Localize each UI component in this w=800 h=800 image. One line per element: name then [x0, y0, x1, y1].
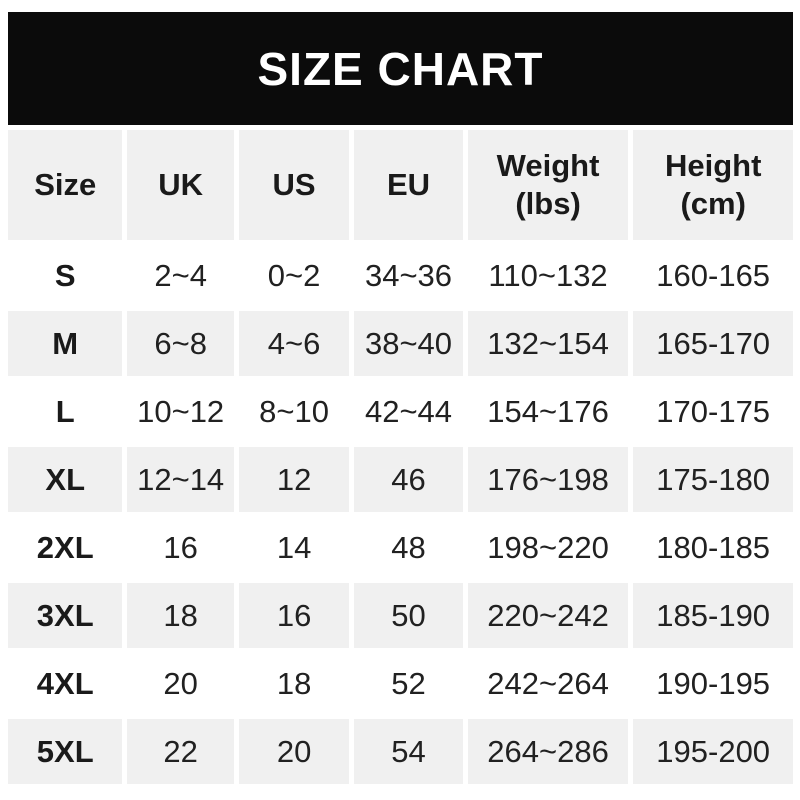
height-cell: 195-200 [633, 719, 793, 784]
size-table: Size UK US EU Weight (lbs) Height (cm) S… [8, 130, 793, 784]
weight-cell: 242~264 [467, 651, 629, 716]
weight-cell: 110~132 [467, 243, 629, 308]
eu-cell: 42~44 [354, 379, 463, 444]
column-header-us: US [238, 130, 350, 240]
size-cell: 3XL [8, 583, 123, 648]
uk-cell: 10~12 [127, 379, 234, 444]
size-cell: L [8, 379, 123, 444]
us-cell: 16 [238, 583, 350, 648]
size-cell: 4XL [8, 651, 123, 716]
size-cell: 5XL [8, 719, 123, 784]
eu-cell: 34~36 [354, 243, 463, 308]
column-header-eu: EU [354, 130, 463, 240]
column-header-height-line1: Height [664, 148, 762, 184]
size-cell: 2XL [8, 515, 123, 580]
height-cell: 175-180 [633, 447, 793, 512]
uk-cell: 2~4 [127, 243, 234, 308]
us-cell: 20 [238, 719, 350, 784]
weight-cell: 154~176 [467, 379, 629, 444]
column-header-weight: Weight (lbs) [467, 130, 629, 240]
height-cell: 170-175 [633, 379, 793, 444]
uk-cell: 6~8 [127, 311, 234, 376]
eu-cell: 38~40 [354, 311, 463, 376]
eu-cell: 48 [354, 515, 463, 580]
height-cell: 185-190 [633, 583, 793, 648]
height-cell: 160-165 [633, 243, 793, 308]
us-cell: 14 [238, 515, 350, 580]
size-cell: XL [8, 447, 123, 512]
column-header-uk: UK [127, 130, 234, 240]
uk-cell: 18 [127, 583, 234, 648]
us-cell: 4~6 [238, 311, 350, 376]
uk-cell: 20 [127, 651, 234, 716]
column-header-weight-line1: Weight [496, 148, 600, 184]
us-cell: 18 [238, 651, 350, 716]
uk-cell: 22 [127, 719, 234, 784]
eu-cell: 46 [354, 447, 463, 512]
column-header-height: Height (cm) [633, 130, 793, 240]
weight-cell: 220~242 [467, 583, 629, 648]
us-cell: 0~2 [238, 243, 350, 308]
size-cell: M [8, 311, 123, 376]
weight-cell: 264~286 [467, 719, 629, 784]
uk-cell: 12~14 [127, 447, 234, 512]
page-title: SIZE CHART [257, 42, 544, 95]
eu-cell: 52 [354, 651, 463, 716]
height-cell: 165-170 [633, 311, 793, 376]
size-cell: S [8, 243, 123, 308]
uk-cell: 16 [127, 515, 234, 580]
column-header-size: Size [8, 130, 123, 240]
height-cell: 180-185 [633, 515, 793, 580]
height-cell: 190-195 [633, 651, 793, 716]
weight-cell: 176~198 [467, 447, 629, 512]
column-header-height-line2: (cm) [680, 186, 746, 221]
eu-cell: 50 [354, 583, 463, 648]
title-banner: SIZE CHART [8, 12, 793, 125]
us-cell: 8~10 [238, 379, 350, 444]
eu-cell: 54 [354, 719, 463, 784]
weight-cell: 132~154 [467, 311, 629, 376]
us-cell: 12 [238, 447, 350, 512]
column-header-weight-line2: (lbs) [515, 186, 581, 221]
weight-cell: 198~220 [467, 515, 629, 580]
